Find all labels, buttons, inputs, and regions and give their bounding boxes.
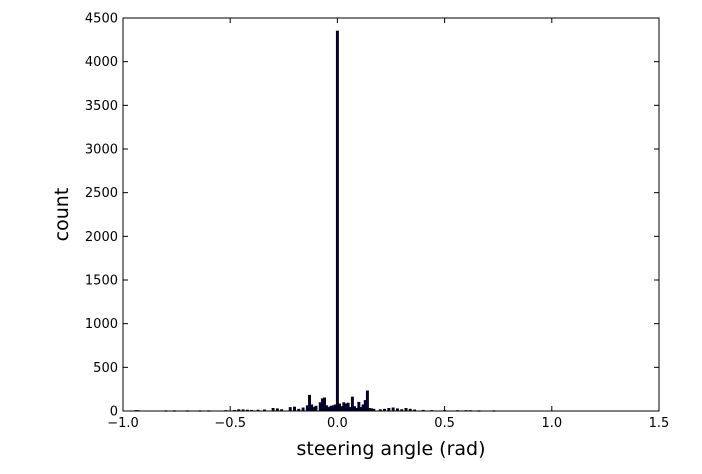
y-tick-label: 500	[93, 361, 118, 376]
y-tick-label: 2500	[85, 186, 118, 201]
y-tick-label: 4000	[85, 55, 118, 70]
plot-frame	[122, 17, 660, 412]
histogram-bar	[288, 407, 292, 412]
bars-layer	[134, 30, 496, 412]
y-tick-label: 4500	[85, 12, 118, 27]
x-tick-label: −1.0	[107, 416, 139, 431]
y-tick-label: 1000	[85, 317, 118, 332]
histogram-bar	[335, 30, 339, 412]
histogram-bar	[293, 406, 296, 412]
y-tick-label: 0	[110, 405, 118, 420]
y-tick-label: 3500	[85, 99, 118, 114]
x-axis-label: steering angle (rad)	[296, 438, 485, 460]
x-tick-label: 1.0	[541, 416, 562, 431]
x-tick-label: −0.5	[214, 416, 246, 431]
y-axis-label: count	[51, 188, 73, 242]
y-tick-label: 3000	[85, 143, 118, 158]
histogram-bar	[314, 405, 318, 412]
y-tick-label: 1500	[85, 274, 118, 289]
ticks-layer	[122, 17, 660, 412]
x-tick-label: 0.0	[327, 416, 348, 431]
x-tick-label: 0.5	[434, 416, 455, 431]
tick-labels-layer: −1.0 −0.5 0.0 0.5 1.0 1.5 0 500 1000 1500 2000 2500…	[85, 12, 669, 432]
y-tick-label: 2000	[85, 230, 118, 245]
x-tick-label: 1.5	[649, 416, 670, 431]
